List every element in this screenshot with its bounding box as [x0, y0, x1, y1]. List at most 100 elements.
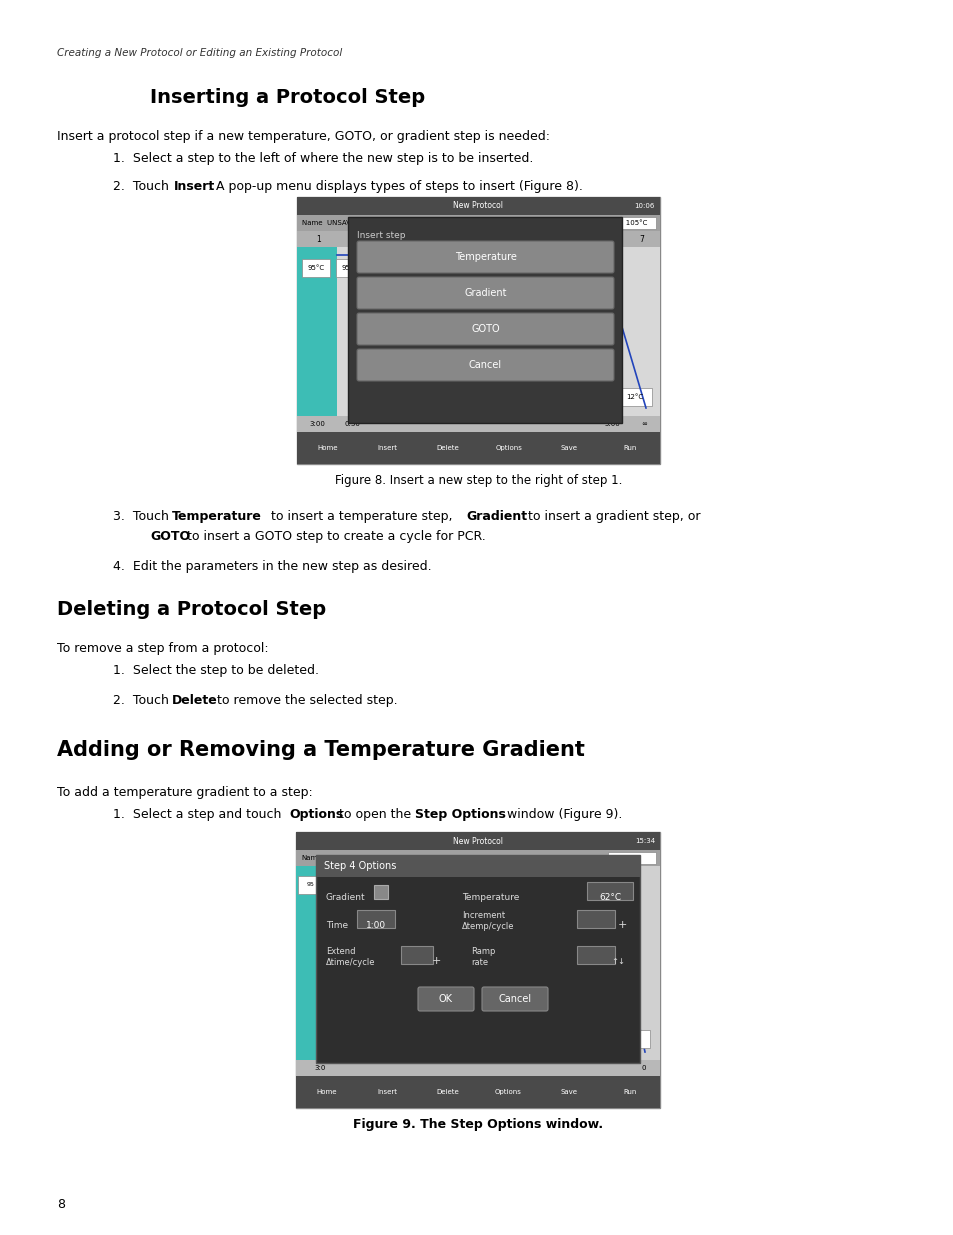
- Text: to insert a temperature step,: to insert a temperature step,: [267, 510, 456, 522]
- Text: 6: 6: [605, 235, 610, 243]
- FancyBboxPatch shape: [295, 832, 659, 850]
- Text: Home: Home: [316, 445, 337, 451]
- Text: to insert a GOTO step to create a cycle for PCR.: to insert a GOTO step to create a cycle …: [183, 530, 485, 543]
- Text: 1.  Select a step and touch: 1. Select a step and touch: [112, 808, 285, 821]
- Text: ∞: ∞: [640, 421, 646, 427]
- Text: 1.  Select the step to be deleted.: 1. Select the step to be deleted.: [112, 664, 318, 677]
- FancyBboxPatch shape: [400, 946, 433, 965]
- FancyBboxPatch shape: [295, 1060, 659, 1076]
- Text: window (Figure 9).: window (Figure 9).: [502, 808, 621, 821]
- FancyBboxPatch shape: [315, 855, 639, 1063]
- Text: Home: Home: [315, 1089, 336, 1095]
- FancyBboxPatch shape: [356, 277, 614, 309]
- Text: 2: 2: [351, 235, 355, 243]
- FancyBboxPatch shape: [601, 217, 656, 228]
- Text: 1.  Select a step to the left of where the new step is to be inserted.: 1. Select a step to the left of where th…: [112, 152, 533, 165]
- FancyBboxPatch shape: [296, 247, 336, 416]
- FancyBboxPatch shape: [577, 946, 615, 965]
- FancyBboxPatch shape: [296, 432, 659, 464]
- Text: Extend
Δtime/cycle: Extend Δtime/cycle: [326, 947, 375, 967]
- FancyBboxPatch shape: [616, 1030, 649, 1049]
- FancyBboxPatch shape: [586, 882, 633, 900]
- FancyBboxPatch shape: [356, 910, 395, 927]
- Text: 62°C: 62°C: [598, 893, 620, 902]
- FancyBboxPatch shape: [356, 350, 614, 382]
- FancyBboxPatch shape: [295, 832, 659, 1108]
- Text: Insert step: Insert step: [356, 231, 405, 240]
- FancyBboxPatch shape: [295, 866, 331, 1060]
- Text: 12°C: 12°C: [626, 394, 643, 400]
- Text: GOTO: GOTO: [150, 530, 190, 543]
- FancyBboxPatch shape: [335, 259, 364, 277]
- FancyBboxPatch shape: [296, 416, 659, 432]
- Text: 72°C: 72°C: [586, 275, 603, 282]
- Text: Figure 8. Insert a new step to the right of step 1.: Figure 8. Insert a new step to the right…: [335, 474, 621, 487]
- FancyBboxPatch shape: [336, 247, 659, 416]
- Text: Insert: Insert: [376, 1089, 396, 1095]
- Text: 95: 95: [307, 883, 314, 888]
- Text: Gradient: Gradient: [465, 510, 527, 522]
- FancyBboxPatch shape: [618, 388, 651, 406]
- Text: Gradient: Gradient: [464, 288, 506, 298]
- Text: Step Options: Step Options: [415, 808, 505, 821]
- Text: New Protocol: New Protocol: [453, 201, 503, 210]
- Text: to open the: to open the: [335, 808, 415, 821]
- Text: Inserting a Protocol Step: Inserting a Protocol Step: [150, 88, 425, 107]
- FancyBboxPatch shape: [356, 312, 614, 345]
- Text: 1:00: 1:00: [366, 920, 386, 930]
- Text: Save: Save: [560, 445, 578, 451]
- Text: To add a temperature gradient to a step:: To add a temperature gradient to a step:: [57, 785, 313, 799]
- Text: Temperature: Temperature: [454, 252, 516, 262]
- Text: Cancel: Cancel: [497, 994, 531, 1004]
- Text: Delete: Delete: [436, 1089, 458, 1095]
- Text: 15:34: 15:34: [634, 839, 655, 844]
- Text: ↑↓: ↑↓: [610, 956, 624, 966]
- FancyBboxPatch shape: [296, 198, 659, 215]
- FancyBboxPatch shape: [356, 241, 614, 273]
- FancyBboxPatch shape: [296, 198, 659, 464]
- Text: Temperature: Temperature: [172, 510, 262, 522]
- Text: 3.  Touch: 3. Touch: [112, 510, 172, 522]
- Text: Lid  105°C: Lid 105°C: [610, 220, 646, 226]
- FancyBboxPatch shape: [481, 987, 547, 1011]
- Text: Figure 9. The Step Options window.: Figure 9. The Step Options window.: [353, 1118, 602, 1131]
- FancyBboxPatch shape: [315, 855, 639, 877]
- Text: Deleting a Protocol Step: Deleting a Protocol Step: [57, 600, 326, 619]
- FancyBboxPatch shape: [577, 910, 615, 927]
- Text: 3:00: 3:00: [309, 421, 325, 427]
- Text: Nam: Nam: [301, 855, 317, 861]
- Text: Delete: Delete: [172, 694, 217, 706]
- Text: Options: Options: [495, 445, 521, 451]
- Text: to remove the selected step.: to remove the selected step.: [213, 694, 397, 706]
- Text: Step 4 Options: Step 4 Options: [324, 861, 395, 871]
- Text: New Protocol: New Protocol: [453, 836, 502, 846]
- Text: Temperature: Temperature: [461, 893, 518, 902]
- Text: 2.  Touch: 2. Touch: [112, 180, 172, 193]
- FancyBboxPatch shape: [297, 876, 324, 894]
- Text: Run: Run: [622, 1089, 636, 1095]
- Text: GOTO: GOTO: [471, 324, 499, 333]
- FancyBboxPatch shape: [296, 231, 659, 247]
- Text: 10:06: 10:06: [634, 203, 655, 209]
- Text: 5:00: 5:00: [603, 421, 619, 427]
- Text: 1: 1: [316, 235, 321, 243]
- Text: Cancel: Cancel: [469, 359, 501, 370]
- FancyBboxPatch shape: [579, 269, 609, 287]
- Text: To remove a step from a protocol:: To remove a step from a protocol:: [57, 642, 269, 655]
- Text: 2.  Touch: 2. Touch: [112, 694, 172, 706]
- FancyBboxPatch shape: [302, 259, 330, 277]
- FancyBboxPatch shape: [607, 852, 656, 864]
- Text: Increment
Δtemp/cycle: Increment Δtemp/cycle: [461, 911, 514, 931]
- Text: Adding or Removing a Temperature Gradient: Adding or Removing a Temperature Gradien…: [57, 740, 584, 760]
- FancyBboxPatch shape: [348, 216, 622, 422]
- FancyBboxPatch shape: [295, 850, 659, 866]
- Text: 3:0: 3:0: [314, 1065, 325, 1071]
- Text: Save: Save: [560, 1089, 577, 1095]
- Text: °C: °C: [628, 1036, 637, 1042]
- FancyBboxPatch shape: [296, 215, 659, 231]
- FancyBboxPatch shape: [417, 987, 474, 1011]
- Text: 0:30: 0:30: [344, 421, 359, 427]
- Text: Options: Options: [495, 1089, 521, 1095]
- Text: Insert: Insert: [173, 180, 215, 193]
- Text: to insert a gradient step, or: to insert a gradient step, or: [523, 510, 700, 522]
